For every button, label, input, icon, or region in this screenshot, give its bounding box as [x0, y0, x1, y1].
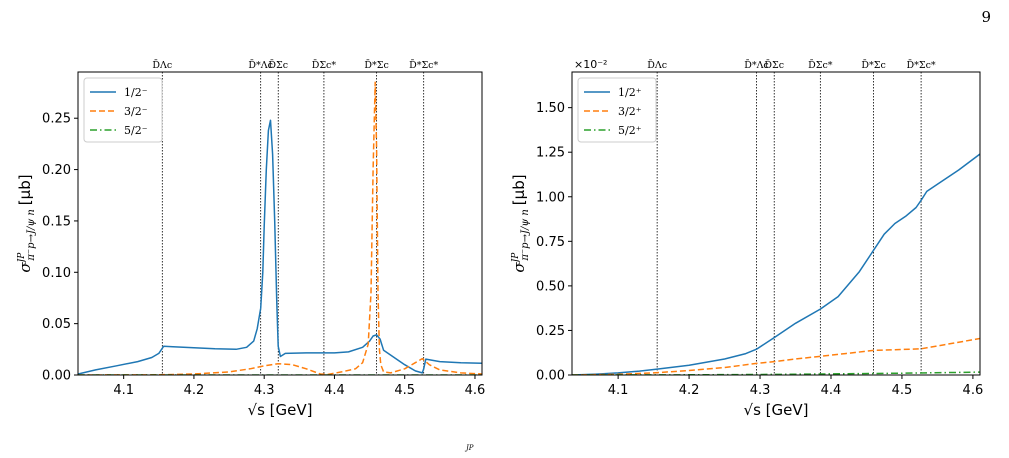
series-line-2: [572, 337, 980, 375]
x-tick-label: 4.3: [254, 383, 275, 398]
x-tick-label: 4.2: [184, 383, 205, 398]
x-tick-label: 4.5: [394, 383, 415, 398]
threshold-label-1: D̄Λc: [152, 59, 172, 71]
plot-frame: [571, 71, 981, 376]
y-tick-label: 1.25: [536, 146, 565, 161]
y-tick-label: 0.10: [42, 266, 71, 281]
x-tick-label: 4.2: [679, 383, 700, 398]
x-tick-label: 4.6: [465, 383, 486, 398]
plot-frame: [77, 71, 483, 376]
y-tick-label: 0.00: [536, 369, 565, 384]
legend-box: [83, 77, 163, 143]
page-number: 9: [981, 8, 991, 26]
y-tick-label: 0.25: [42, 112, 71, 127]
legend: 1/2⁺ 3/2⁺ 5/2⁺: [577, 77, 657, 143]
y-tick-label: 0.05: [42, 317, 71, 332]
y-axis-label-sub: π⁻p→J/ψ n: [520, 209, 531, 261]
threshold-label-4: D̄Σc*: [808, 59, 833, 71]
threshold-label-1: D̄Λc: [647, 59, 667, 71]
y-tick-label: 0.20: [42, 163, 71, 178]
series-line-2: [78, 81, 482, 375]
legend-label-1: 1/2⁺: [618, 86, 642, 99]
legend: 1/2⁻ 3/2⁻ 5/2⁻: [83, 77, 163, 143]
y-axis-label: σJPπ⁻p→J/ψ n [μb]: [510, 174, 531, 272]
y-scale-label: ×10⁻²: [574, 58, 607, 71]
x-tick-label: 4.5: [892, 383, 913, 398]
y-axis-label: σJPπ⁻p→J/ψ n [μb]: [16, 174, 37, 272]
threshold-label-6: D̄*Σc*: [409, 59, 438, 71]
caption-fragment: JP: [464, 444, 474, 452]
threshold-label-2: D̄*Λc: [744, 59, 769, 71]
y-tick-label: 0.75: [536, 235, 565, 250]
y-tick-label: 0.50: [536, 279, 565, 294]
y-axis-label-main: σ: [510, 262, 528, 273]
threshold-label-6: D̄*Σc*: [907, 59, 936, 71]
legend-label-2: 3/2⁻: [124, 105, 148, 118]
x-tick-label: 4.6: [963, 383, 984, 398]
legend-label-1: 1/2⁻: [124, 86, 148, 99]
y-tick-label: 0.15: [42, 214, 71, 229]
x-axis-label: √s [GeV]: [248, 401, 313, 419]
threshold-label-5: D̄*Σc: [364, 59, 388, 71]
x-tick-label: 4.4: [821, 383, 842, 398]
threshold-label-2: D̄*Λc: [248, 59, 273, 71]
series-line-1: [572, 153, 980, 375]
y-tick-label: 0.25: [536, 324, 565, 339]
chart-panel-2: D̄Λc D̄*ΛcD̄Σc D̄Σc* D̄*Σc D̄*Σc* 4.1 4.2 4.3 4.…: [510, 58, 983, 419]
y-tick-label: 1.50: [536, 101, 565, 116]
threshold-label-3: D̄Σc: [268, 59, 288, 71]
threshold-label-3: D̄Σc: [764, 59, 784, 71]
legend-box: [577, 77, 657, 143]
legend-label-2: 3/2⁺: [618, 105, 642, 118]
x-axis-label: √s [GeV]: [744, 401, 809, 419]
y-axis-label-unit: [μb]: [510, 174, 528, 205]
y-axis-label-main: σ: [16, 262, 34, 273]
legend-label-3: 5/2⁺: [618, 124, 642, 137]
x-tick-label: 4.4: [324, 383, 345, 398]
y-tick-label: 1.00: [536, 190, 565, 205]
threshold-label-5: D̄*Σc: [861, 59, 885, 71]
y-axis-label-unit: [μb]: [16, 174, 34, 205]
y-axis-label-sub: π⁻p→J/ψ n: [26, 209, 37, 261]
x-tick-label: 4.3: [750, 383, 771, 398]
y-axis-label-sup: JP: [511, 252, 521, 265]
legend-label-3: 5/2⁻: [124, 124, 148, 137]
x-tick-label: 4.1: [113, 383, 134, 398]
y-tick-label: 0.00: [42, 369, 71, 384]
threshold-label-4: D̄Σc*: [312, 59, 337, 71]
chart-panel-1: D̄Λc D̄*ΛcD̄Σc D̄Σc* D̄*Σc D̄*Σc* 4.1 4.2 4.3 4.…: [16, 59, 485, 419]
y-axis-label-sup: JP: [17, 252, 27, 265]
x-tick-label: 4.1: [608, 383, 629, 398]
series-line-1: [78, 119, 482, 375]
